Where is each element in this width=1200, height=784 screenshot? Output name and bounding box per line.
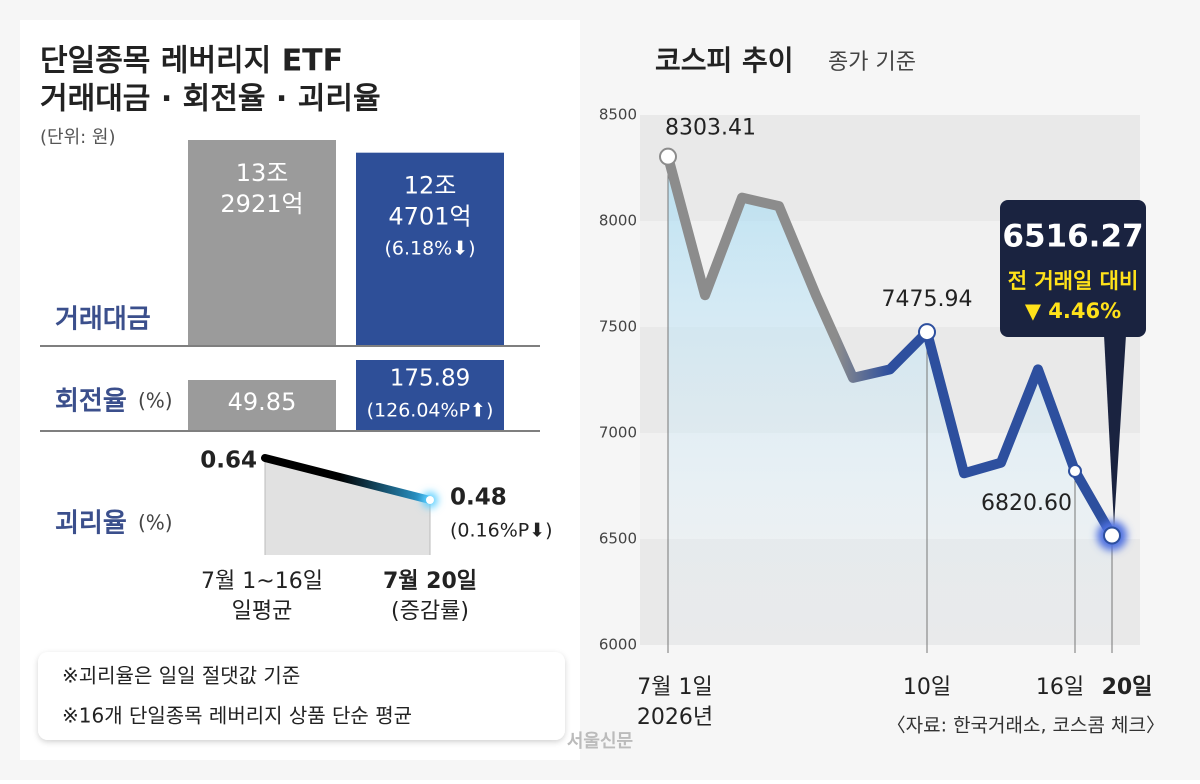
y-tick-label: 8000 [599, 212, 637, 230]
row-unit: (%) [138, 511, 173, 535]
row-unit: (%) [138, 389, 173, 413]
point [1068, 464, 1082, 479]
value-label: 0.64 [200, 448, 257, 474]
category-label: 7월 1~16일 [201, 569, 323, 594]
category-label: (증감률) [391, 599, 469, 624]
value-label: 7475.94 [882, 287, 973, 312]
category-label: 일평균 [232, 599, 293, 624]
value-label: 6820.60 [981, 491, 1072, 516]
left-title: 단일종목 레버리지 ETF [40, 44, 343, 79]
note: ※괴리율은 일일 절댓값 기준 [62, 664, 300, 688]
note: ※16개 단일종목 레버리지 상품 단순 평균 [62, 704, 412, 728]
y-tick-label: 7000 [599, 424, 637, 442]
bar-label: 12조 [404, 172, 457, 200]
value-box [188, 380, 336, 430]
bar-label: 2921억 [220, 190, 303, 218]
right-subtitle: 종가 기준 [828, 50, 916, 75]
row-label: 괴리율 [55, 509, 127, 539]
change-label: (126.04%P⬆) [367, 400, 494, 422]
point [426, 496, 434, 504]
line [663, 151, 1117, 541]
y-tick-label: 6500 [599, 530, 637, 548]
callout-pointer [1104, 335, 1126, 526]
change-label: (0.16%P⬇) [450, 520, 553, 542]
y-tick-label: 8500 [599, 106, 637, 124]
credit: 서울신문 [567, 731, 633, 752]
value-box [356, 360, 504, 430]
x-tick-label: 10일 [903, 675, 951, 700]
bar-label: 13조 [236, 159, 289, 187]
category-label: 7월 20일 [383, 569, 477, 594]
change-label: (6.18%⬇) [384, 238, 475, 260]
row-label: 회전율 [55, 387, 127, 417]
unit-label: (단위: 원) [40, 127, 116, 148]
value-label: 8303.41 [665, 116, 756, 141]
row-label: 거래대금 [55, 305, 151, 335]
left-title: 거래대금 · 회전율 · 괴리율 [40, 82, 381, 117]
y-tick-label: 6000 [599, 636, 637, 654]
slope-line [261, 454, 434, 504]
callout-text: 전 거래일 대비 [1008, 269, 1139, 293]
callout [1000, 200, 1146, 337]
x-tick-label: 20일 [1102, 675, 1153, 700]
x-year-label: 2026년 [637, 705, 713, 730]
point [1103, 526, 1121, 545]
bar [356, 152, 504, 345]
callout-change: ▼ 4.46% [1025, 299, 1121, 323]
value-label: 0.48 [450, 485, 507, 511]
bar-label: 4701억 [388, 203, 471, 231]
point [659, 147, 677, 166]
notes-box [38, 652, 565, 740]
x-tick-label: 16일 [1036, 675, 1084, 700]
area [668, 156, 1112, 646]
source: 〈자료: 한국거래소, 코스콤 체크〉 [887, 715, 1165, 737]
right-title: 코스피 추이 [655, 44, 794, 77]
x-tick-label: 7월 1일 [637, 675, 712, 700]
callout-value: 6516.27 [1002, 219, 1143, 255]
area [265, 458, 430, 555]
box-label: 49.85 [228, 388, 297, 416]
box-label: 175.89 [390, 366, 470, 392]
point [918, 323, 936, 342]
bar [188, 140, 336, 345]
y-tick-label: 7500 [599, 318, 637, 336]
